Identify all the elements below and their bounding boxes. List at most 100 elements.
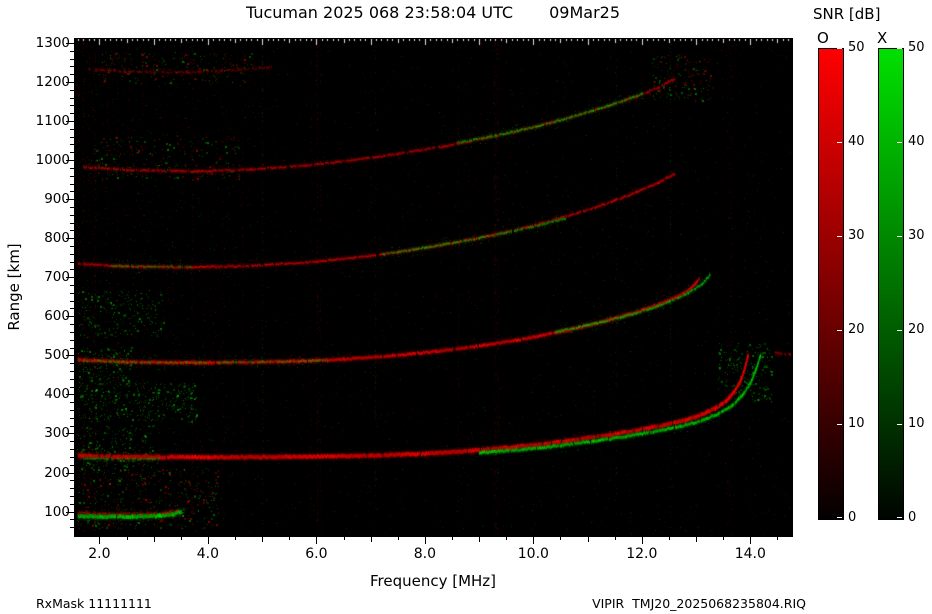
y-tick-minor	[70, 58, 74, 60]
y-tick-major	[66, 81, 74, 83]
x-tick-label: 4.0	[196, 546, 220, 562]
x-tick-major	[207, 536, 209, 544]
y-tick-minor	[70, 214, 74, 216]
y-tick-minor	[70, 152, 74, 154]
y-tick-minor	[70, 386, 74, 388]
y-tick-label: 500	[44, 347, 70, 364]
plot-title: Tucuman 2025 068 23:58:04 UTC 09Mar25	[75, 3, 791, 22]
y-tick-minor	[70, 230, 74, 232]
y-tick-label: 600	[44, 308, 70, 325]
x-tick-minor	[180, 536, 182, 540]
y-tick-minor	[70, 527, 74, 529]
colorbar-x-tick	[897, 517, 902, 518]
colorbar-x-tick-label: 10	[908, 416, 925, 431]
x-tick-minor	[370, 536, 372, 542]
x-tick-major	[750, 536, 752, 544]
x-tick-label: 2.0	[88, 546, 111, 562]
y-tick-major	[66, 394, 74, 396]
x-tick-minor	[397, 536, 399, 540]
station-datetime-text: Tucuman 2025 068 23:58:04 UTC	[245, 3, 514, 22]
y-tick-major	[66, 160, 74, 162]
y-tick-minor	[70, 370, 74, 372]
y-tick-minor	[70, 378, 74, 380]
y-tick-minor	[70, 269, 74, 271]
colorbar-x-tick	[897, 236, 902, 237]
colorbar-o-tick	[837, 330, 842, 331]
colorbar-title: SNR [dB]	[813, 5, 881, 23]
x-tick-minor	[777, 536, 779, 540]
x-tick-minor	[451, 536, 453, 540]
y-tick-minor	[70, 480, 74, 482]
y-tick-major	[66, 433, 74, 435]
y-tick-major	[66, 316, 74, 318]
ionogram-canvas	[75, 39, 791, 535]
y-tick-minor	[70, 74, 74, 76]
y-tick-label: 100	[44, 503, 70, 520]
x-tick-minor	[289, 536, 291, 540]
colorbar-x-tick-label: 30	[908, 228, 925, 243]
colorbar-x-tick-label: 40	[908, 134, 925, 149]
x-tick-minor	[696, 536, 698, 542]
x-tick-major	[641, 536, 643, 544]
x-tick-major	[424, 536, 426, 544]
y-tick-minor	[70, 324, 74, 326]
colorbar-o-tick-label: 40	[848, 134, 865, 149]
y-tick-major	[66, 238, 74, 240]
colorbar-o-tick	[837, 48, 842, 49]
y-tick-label: 900	[44, 191, 70, 208]
x-tick-label: 8.0	[413, 546, 436, 562]
y-tick-minor	[70, 363, 74, 365]
y-tick-major	[66, 277, 74, 279]
y-tick-minor	[70, 519, 74, 521]
y-tick-minor	[70, 285, 74, 287]
y-tick-minor	[70, 245, 74, 247]
rxmask-text: RxMask 11111111	[36, 596, 152, 611]
colorbar-o-tick-label: 30	[848, 228, 865, 243]
y-tick-minor	[70, 402, 74, 404]
colorbar-o-tick	[837, 142, 842, 143]
colorbar-x-tick	[897, 142, 902, 143]
x-tick-label: 10.0	[517, 546, 549, 562]
y-tick-minor	[70, 136, 74, 138]
y-tick-minor	[70, 66, 74, 68]
y-tick-label: 1300	[35, 34, 70, 51]
x-tick-label: 12.0	[626, 546, 658, 562]
y-tick-label: 700	[44, 269, 70, 286]
y-tick-minor	[70, 339, 74, 341]
x-tick-minor	[668, 536, 670, 540]
y-tick-minor	[70, 488, 74, 490]
x-tick-minor	[614, 536, 616, 540]
y-tick-minor	[70, 261, 74, 263]
y-tick-label: 1200	[35, 73, 70, 90]
y-tick-minor	[70, 253, 74, 255]
y-tick-minor	[70, 456, 74, 458]
y-tick-label: 1000	[35, 152, 70, 169]
y-tick-minor	[70, 183, 74, 185]
y-tick-minor	[70, 97, 74, 99]
y-tick-label: 1100	[35, 113, 70, 130]
y-tick-minor	[70, 292, 74, 294]
y-tick-label: 800	[44, 230, 70, 247]
y-tick-label: 200	[44, 464, 70, 481]
date-text: 09Mar25	[549, 3, 621, 22]
y-tick-minor	[70, 167, 74, 169]
y-tick-minor	[70, 113, 74, 115]
y-tick-minor	[70, 441, 74, 443]
colorbar-o-tick-label: 50	[848, 40, 865, 55]
x-tick-minor	[126, 536, 128, 540]
y-tick-minor	[70, 105, 74, 107]
colorbar-o-tick	[837, 517, 842, 518]
x-tick-minor	[587, 536, 589, 542]
y-tick-major	[66, 42, 74, 44]
y-tick-minor	[70, 222, 74, 224]
y-axis-title: Range [km]	[5, 243, 23, 331]
colorbar-x-tick-label: 50	[908, 40, 925, 55]
x-tick-minor	[235, 536, 236, 540]
y-tick-major	[66, 355, 74, 357]
colorbar-x-tick-label: 0	[908, 510, 917, 525]
x-tick-minor	[479, 536, 481, 542]
colorbar-o-tick-label: 0	[848, 510, 857, 525]
colorbar-x	[878, 48, 904, 520]
colorbar-x-tick	[897, 330, 902, 331]
colorbar-x-mode-label: X	[877, 29, 888, 47]
